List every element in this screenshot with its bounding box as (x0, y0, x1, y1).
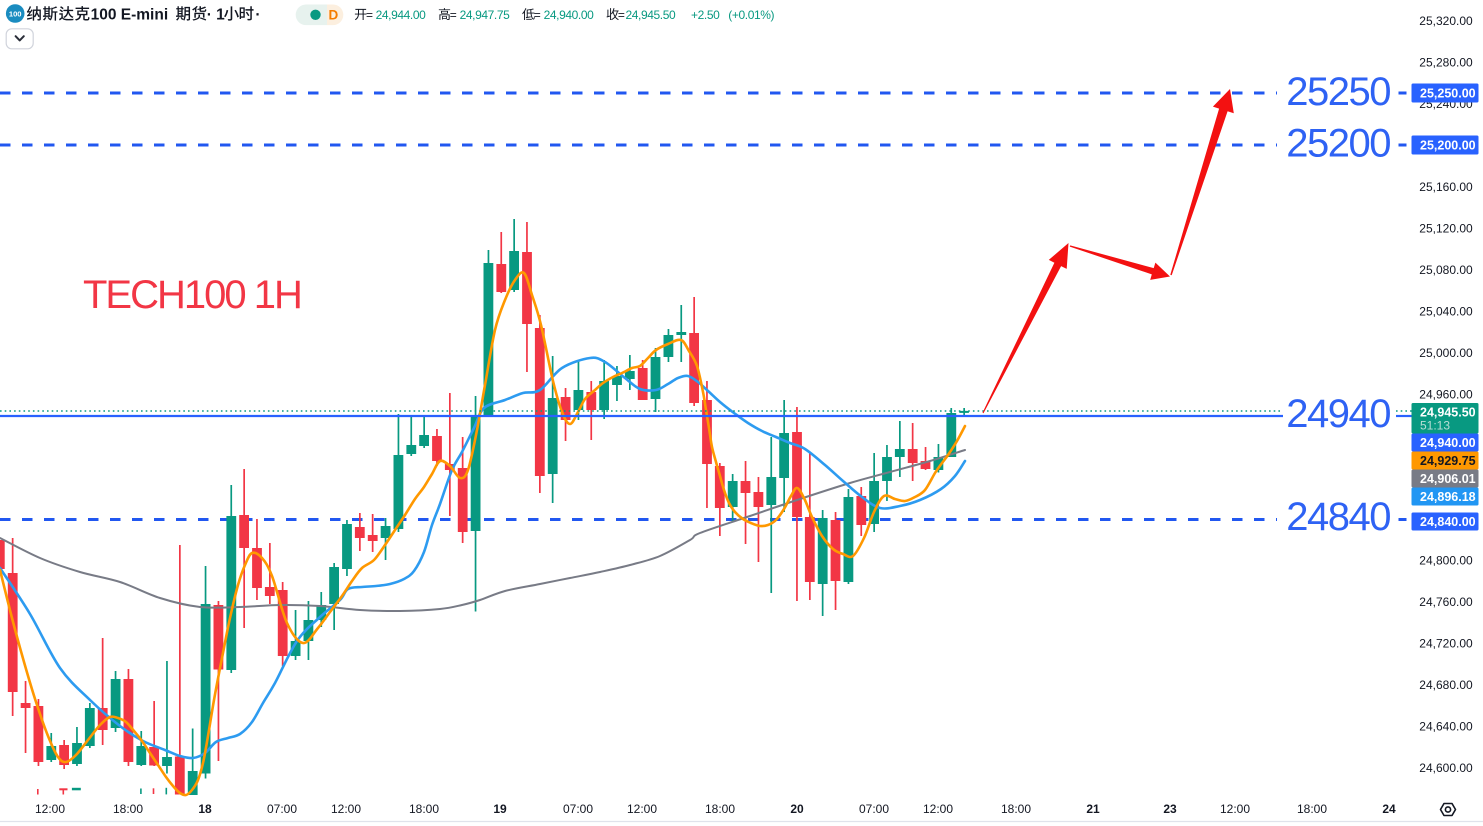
svg-text:24,800.00: 24,800.00 (1419, 553, 1473, 567)
svg-text:24,945.50: 24,945.50 (1420, 406, 1476, 420)
svg-text:100: 100 (9, 9, 22, 18)
svg-text:07:00: 07:00 (267, 802, 297, 816)
svg-text:24: 24 (1382, 802, 1396, 816)
svg-text:12:00: 12:00 (35, 802, 65, 816)
svg-text:TECH100 1H: TECH100 1H (83, 273, 301, 317)
svg-text:20: 20 (790, 802, 804, 816)
svg-text:·: · (255, 6, 260, 23)
svg-text:24,929.75: 24,929.75 (1420, 454, 1476, 468)
svg-text:24,640.00: 24,640.00 (1419, 719, 1473, 733)
svg-text:=: = (366, 8, 373, 22)
svg-text:23: 23 (1163, 802, 1177, 816)
svg-text:24,840.00: 24,840.00 (1420, 515, 1476, 529)
svg-text:18:00: 18:00 (1001, 802, 1031, 816)
svg-text:25250: 25250 (1286, 70, 1390, 114)
svg-text:25,200.00: 25,200.00 (1420, 139, 1476, 153)
svg-text:07:00: 07:00 (563, 802, 593, 816)
svg-text:12:00: 12:00 (331, 802, 361, 816)
svg-text:100 E-mini: 100 E-mini (91, 6, 169, 23)
svg-text:18:00: 18:00 (1297, 802, 1327, 816)
svg-text:25200: 25200 (1286, 122, 1390, 166)
svg-text:24,940.00: 24,940.00 (1420, 436, 1476, 450)
svg-text:24840: 24840 (1286, 495, 1390, 539)
svg-text:24,960.00: 24,960.00 (1419, 387, 1473, 401)
svg-text:25,280.00: 25,280.00 (1419, 55, 1473, 69)
svg-text:24,896.18: 24,896.18 (1420, 490, 1476, 504)
svg-text:12:00: 12:00 (1220, 802, 1250, 816)
svg-text:24,947.75: 24,947.75 (460, 8, 511, 22)
svg-text:12:00: 12:00 (627, 802, 657, 816)
svg-text:· 1: · 1 (207, 6, 225, 23)
svg-text:24940: 24940 (1286, 392, 1390, 436)
svg-text:=: = (618, 8, 625, 22)
svg-text:24,940.00: 24,940.00 (544, 8, 595, 22)
svg-text:=: = (534, 8, 541, 22)
svg-text:24,945.50: 24,945.50 (626, 8, 677, 22)
svg-text:24,906.01: 24,906.01 (1420, 472, 1476, 486)
svg-text:18:00: 18:00 (409, 802, 439, 816)
svg-text:25,080.00: 25,080.00 (1419, 263, 1473, 277)
svg-text:07:00: 07:00 (859, 802, 889, 816)
svg-text:+2.50: +2.50 (691, 8, 720, 22)
svg-text:25,040.00: 25,040.00 (1419, 304, 1473, 318)
svg-text:24,944.00: 24,944.00 (376, 8, 427, 22)
svg-text:(+0.01%): (+0.01%) (728, 8, 774, 22)
svg-text:24,760.00: 24,760.00 (1419, 595, 1473, 609)
svg-text:21: 21 (1086, 802, 1100, 816)
svg-text:25,000.00: 25,000.00 (1419, 346, 1473, 360)
svg-text:25,320.00: 25,320.00 (1419, 14, 1473, 28)
svg-text:D: D (329, 8, 339, 23)
svg-text:12:00: 12:00 (923, 802, 953, 816)
svg-text:24,680.00: 24,680.00 (1419, 678, 1473, 692)
svg-text:25,250.00: 25,250.00 (1420, 87, 1476, 101)
svg-text:24,600.00: 24,600.00 (1419, 761, 1473, 775)
svg-text:=: = (450, 8, 457, 22)
svg-text:19: 19 (493, 802, 507, 816)
svg-text:18:00: 18:00 (113, 802, 143, 816)
svg-text:24,720.00: 24,720.00 (1419, 636, 1473, 650)
svg-text:25,120.00: 25,120.00 (1419, 221, 1473, 235)
svg-text:51:13: 51:13 (1420, 419, 1450, 433)
svg-text:18:00: 18:00 (705, 802, 735, 816)
svg-text:25,160.00: 25,160.00 (1419, 180, 1473, 194)
svg-text:18: 18 (198, 802, 212, 816)
